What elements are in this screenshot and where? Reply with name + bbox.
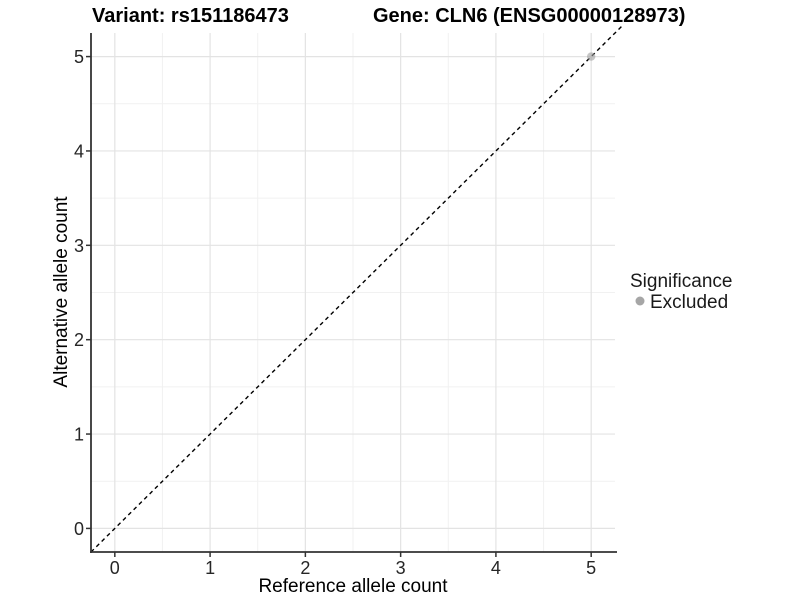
x-tick-label: 1 xyxy=(205,558,215,578)
identity-dashed-line xyxy=(90,25,623,553)
data-point xyxy=(586,52,596,61)
x-tick-label: 3 xyxy=(396,558,406,578)
tick-labels: 0 1 2 3 4 5 0 1 2 3 4 5 xyxy=(74,47,596,578)
plot-title-gene: Gene: CLN6 (ENSG00000128973) xyxy=(373,5,685,27)
x-tick-label: 2 xyxy=(300,558,310,578)
y-tick-label: 0 xyxy=(74,519,84,539)
y-tick-label: 2 xyxy=(74,330,84,350)
legend-item-excluded: Excluded xyxy=(650,292,728,313)
data-points xyxy=(586,52,596,61)
y-tick-label: 4 xyxy=(74,141,84,161)
y-tick-label: 3 xyxy=(74,236,84,256)
y-tick-label: 1 xyxy=(74,425,84,445)
legend: Significance Excluded xyxy=(630,271,732,313)
axis-lines xyxy=(90,33,617,553)
x-axis-label: Reference allele count xyxy=(258,576,448,597)
identity-line xyxy=(90,25,623,553)
x-tick-label: 5 xyxy=(586,558,596,578)
y-axis-label: Alternative allele count xyxy=(51,196,72,388)
tick-marks xyxy=(86,55,592,557)
y-tick-label: 5 xyxy=(74,47,84,67)
x-tick-label: 0 xyxy=(110,558,120,578)
x-tick-label: 4 xyxy=(491,558,501,578)
plot-title-variant: Variant: rs151186473 xyxy=(92,5,289,27)
minor-gridlines xyxy=(91,33,615,552)
major-gridlines xyxy=(91,33,615,552)
legend-key-excluded-icon xyxy=(635,296,645,306)
legend-title: Significance xyxy=(630,271,732,292)
